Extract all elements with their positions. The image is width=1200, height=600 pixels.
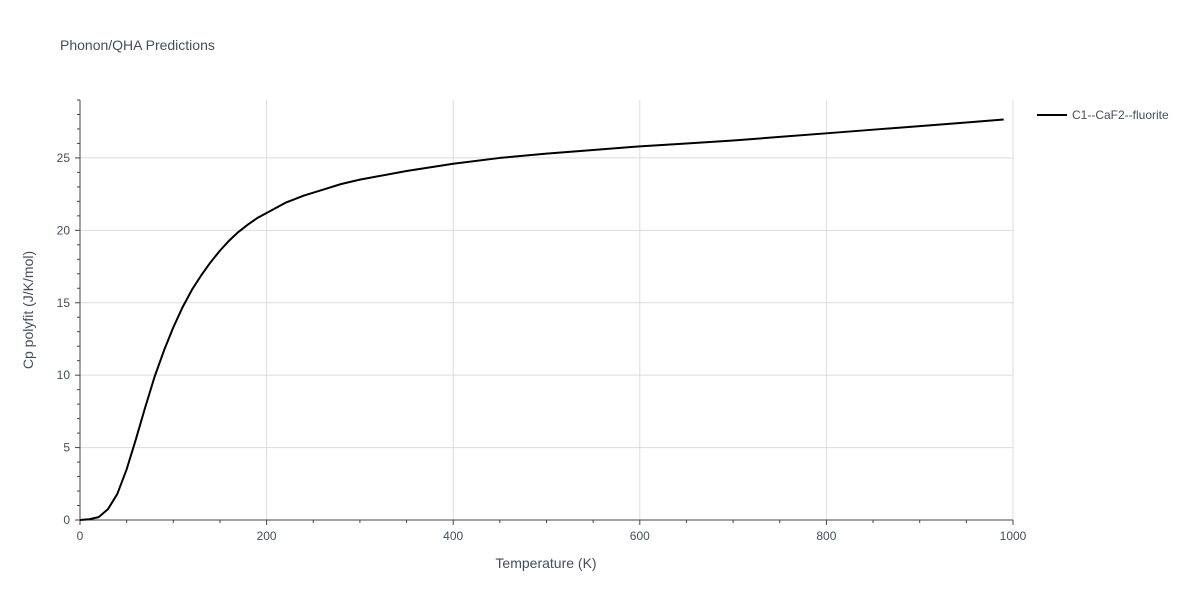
- x-axis-title: Temperature (K): [495, 555, 596, 571]
- legend-label: C1--CaF2--fluorite: [1072, 108, 1169, 122]
- legend-item[interactable]: C1--CaF2--fluorite: [1037, 108, 1169, 122]
- grid: [80, 100, 1014, 520]
- y-tick-label: 15: [57, 296, 71, 310]
- x-tick-label: 200: [257, 529, 277, 543]
- chart-title: Phonon/QHA Predictions: [60, 37, 215, 53]
- x-tick-label: 0: [77, 529, 84, 543]
- x-tick-label: 400: [443, 529, 463, 543]
- series-lines: [79, 118, 1004, 521]
- y-axis-title: Cp polyfit (J/K/mol): [20, 251, 36, 369]
- y-tick-label: 25: [57, 151, 71, 165]
- y-tick-label: 20: [57, 223, 71, 237]
- x-tick-label: 800: [816, 529, 836, 543]
- y-tick-label: 10: [57, 368, 71, 382]
- x-tick-label: 600: [630, 529, 650, 543]
- series-line: [79, 118, 1004, 521]
- y-tick-label: 5: [63, 441, 70, 455]
- legend[interactable]: C1--CaF2--fluorite: [1037, 108, 1169, 122]
- x-tick-label: 1000: [1000, 529, 1027, 543]
- axes: 0 200 400 600 800 1000 0 5 10 15 20 25: [57, 99, 1027, 543]
- y-tick-label: 0: [63, 513, 70, 527]
